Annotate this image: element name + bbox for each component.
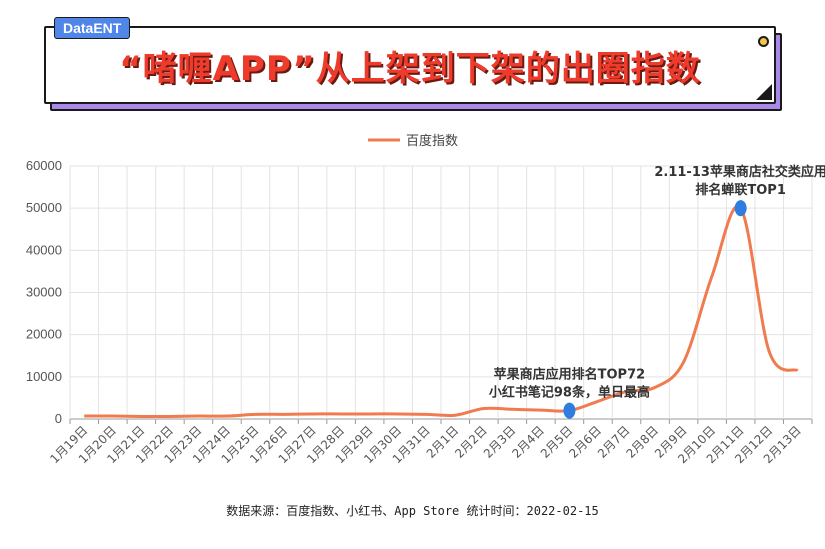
corner-fold-icon bbox=[756, 84, 772, 100]
decorative-dot-icon bbox=[758, 36, 769, 47]
series-line-baidu-index bbox=[84, 204, 799, 419]
y-tick-label: 0 bbox=[55, 411, 62, 426]
y-tick-label: 30000 bbox=[26, 285, 62, 300]
annotation-marker bbox=[734, 200, 747, 217]
page-title: “啫喱APP”从上架到下架的出圈指数 bbox=[119, 48, 701, 89]
line-chart: 01000020000300004000050000600001月19日1月20… bbox=[26, 133, 825, 466]
annotation-text: 排名蝉联TOP1 bbox=[695, 182, 786, 198]
brand-tag: DataENT bbox=[54, 17, 131, 39]
annotation-text: 小红书笔记98条，单日最高 bbox=[489, 385, 650, 401]
legend-label: 百度指数 bbox=[406, 133, 458, 149]
y-tick-label: 10000 bbox=[26, 369, 62, 384]
y-tick-label: 50000 bbox=[26, 200, 62, 215]
annotation-text: 苹果商店应用排名TOP72 bbox=[494, 367, 646, 383]
annotation-text: 2.11-13苹果商店社交类应用 bbox=[654, 164, 825, 180]
y-tick-label: 40000 bbox=[26, 242, 62, 257]
y-tick-label: 60000 bbox=[26, 158, 62, 173]
y-tick-label: 20000 bbox=[26, 327, 62, 342]
annotation-marker bbox=[563, 402, 576, 419]
title-banner: “啫喱APP”从上架到下架的出圈指数 bbox=[44, 26, 776, 104]
source-note: 数据来源：百度指数、小红书、App Store 统计时间：2022-02-15 bbox=[226, 504, 599, 518]
